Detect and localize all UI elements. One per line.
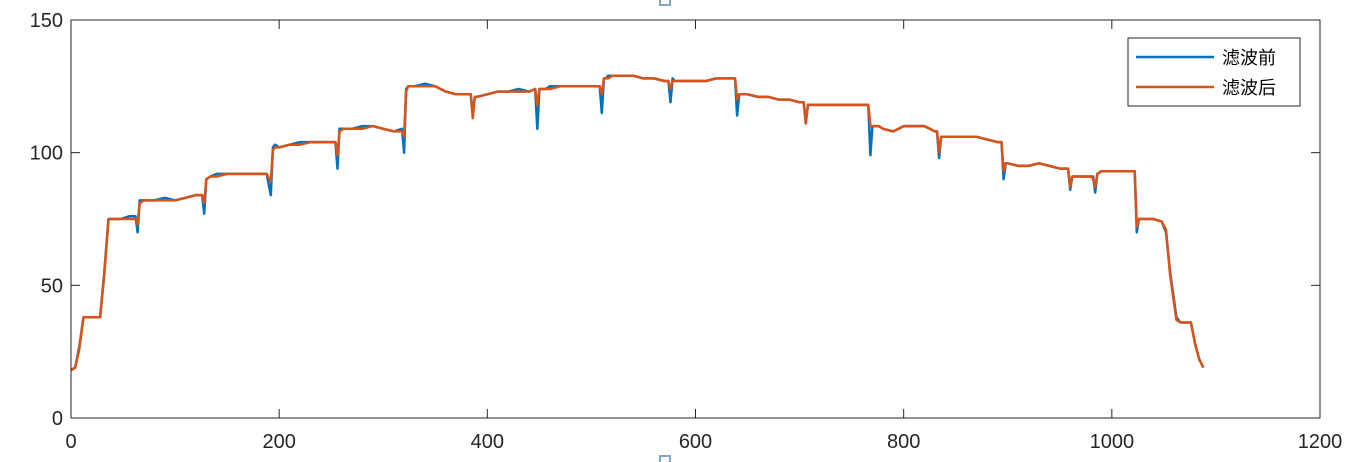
x-tick-label: 600 <box>679 431 712 453</box>
figure-marker-bottom <box>659 455 671 462</box>
x-tick-label: 1200 <box>1298 431 1343 453</box>
series-line-1 <box>70 74 1205 372</box>
y-tick-label: 150 <box>30 10 63 32</box>
legend-label-before: 滤波前 <box>1222 48 1276 69</box>
plot-area <box>71 20 1320 418</box>
series-lines <box>70 74 1205 372</box>
legend-label-after: 滤波后 <box>1222 78 1276 99</box>
y-tick-label: 0 <box>52 408 63 430</box>
x-tick-label: 200 <box>262 431 295 453</box>
x-tick-label: 1000 <box>1090 431 1135 453</box>
x-tick-label: 800 <box>887 431 920 453</box>
y-tick-label: 100 <box>30 143 63 165</box>
x-tick-label: 0 <box>65 431 76 453</box>
figure-marker-top <box>659 0 671 6</box>
axis-ticks: 0 200 400 600 800 1000 1200 0 50 100 150 <box>30 10 1343 453</box>
legend: 滤波前 滤波后 <box>1127 37 1301 107</box>
y-tick-label: 50 <box>41 275 63 297</box>
x-tick-label: 400 <box>471 431 504 453</box>
legend-box <box>1127 37 1301 107</box>
